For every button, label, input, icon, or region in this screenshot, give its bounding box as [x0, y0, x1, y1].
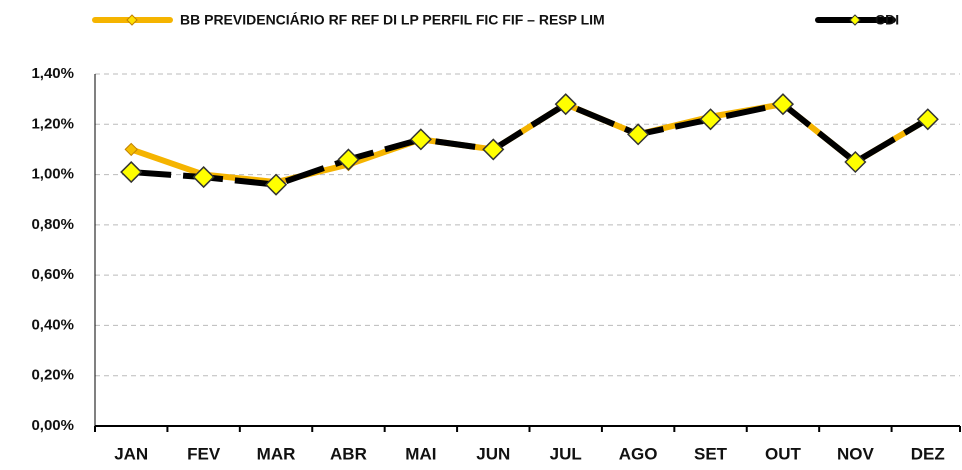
data-point	[124, 142, 138, 157]
data-point	[192, 166, 215, 189]
x-tick-label: JUN	[476, 444, 510, 463]
legend-marker	[849, 14, 861, 26]
data-point	[844, 150, 867, 174]
x-tick-label: DEZ	[911, 444, 945, 463]
y-tick-label: 0,40%	[31, 316, 74, 333]
y-tick-label: 1,40%	[31, 65, 74, 82]
data-point	[409, 128, 432, 151]
data-point	[482, 138, 505, 161]
series-line	[130, 101, 930, 186]
data-point	[554, 93, 577, 116]
data-point	[771, 93, 795, 116]
data-point	[699, 108, 722, 131]
data-point	[264, 173, 288, 196]
legend-marker	[126, 14, 138, 26]
data-point	[337, 148, 360, 171]
x-tick-label: OUT	[765, 444, 802, 463]
y-tick-label: 0,80%	[31, 216, 74, 233]
y-tick-label: 0,20%	[31, 367, 74, 384]
x-tick-label: JUL	[550, 444, 582, 463]
data-point	[120, 160, 143, 184]
x-tick-label: MAR	[257, 444, 296, 463]
x-tick-label: MAI	[405, 444, 436, 463]
x-tick-label: NOV	[837, 444, 875, 463]
legend-label: CDI	[875, 12, 899, 28]
x-tick-label: FEV	[187, 444, 221, 463]
y-tick-label: 1,00%	[31, 166, 74, 183]
legend-label: BB PREVIDENCIÁRIO RF REF DI LP PERFIL FI…	[180, 12, 605, 28]
y-tick-label: 0,00%	[31, 417, 74, 434]
x-tick-label: ABR	[330, 444, 367, 463]
series-line	[131, 101, 930, 188]
x-tick-label: JAN	[114, 444, 148, 463]
x-tick-label: SET	[694, 444, 728, 463]
data-point	[627, 123, 650, 146]
x-tick-label: AGO	[619, 444, 658, 463]
y-tick-label: 0,60%	[31, 266, 74, 283]
y-tick-label: 1,20%	[31, 115, 74, 132]
data-point	[916, 108, 939, 131]
